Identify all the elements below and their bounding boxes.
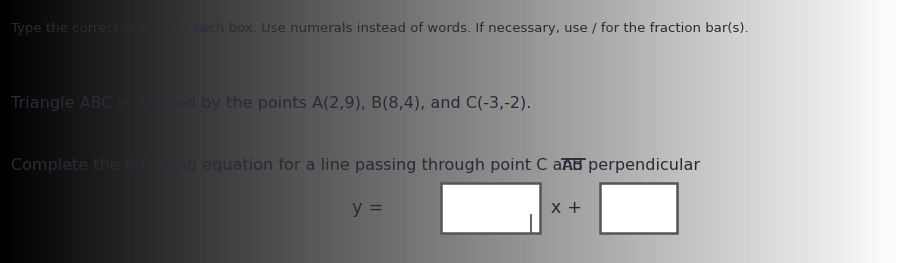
Text: x +: x +: [544, 199, 586, 217]
Text: y =: y =: [352, 199, 383, 217]
Text: Complete the following equation for a line passing through point C and perpendic: Complete the following equation for a li…: [11, 158, 704, 173]
Text: AB: AB: [561, 158, 583, 173]
FancyBboxPatch shape: [440, 183, 539, 233]
Text: Type the correct answer in each box. Use numerals instead of words. If necessary: Type the correct answer in each box. Use…: [11, 22, 748, 35]
Text: Triangle ABC is defined by the points A(2,9), B(8,4), and C(-3,-2).: Triangle ABC is defined by the points A(…: [11, 96, 530, 111]
FancyBboxPatch shape: [600, 183, 676, 233]
